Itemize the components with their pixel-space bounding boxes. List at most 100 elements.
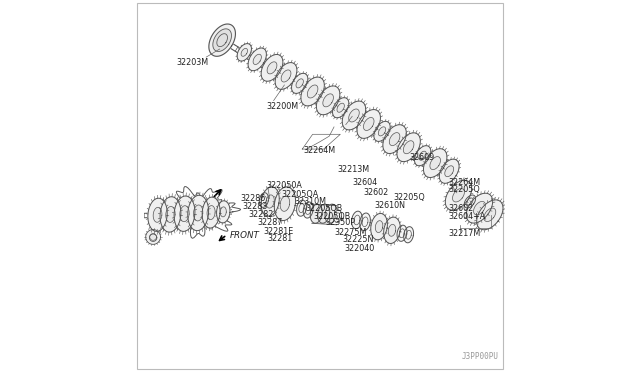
- Text: 32604: 32604: [352, 178, 377, 187]
- Polygon shape: [364, 118, 374, 131]
- Text: 32282: 32282: [248, 210, 273, 219]
- Polygon shape: [174, 196, 195, 231]
- Text: 32217M: 32217M: [449, 229, 481, 238]
- Polygon shape: [424, 149, 447, 177]
- Polygon shape: [146, 230, 161, 244]
- Text: 32286: 32286: [241, 195, 266, 203]
- Polygon shape: [180, 206, 189, 222]
- Polygon shape: [275, 62, 297, 89]
- Polygon shape: [266, 195, 275, 208]
- Polygon shape: [261, 187, 279, 216]
- Polygon shape: [375, 221, 383, 232]
- Polygon shape: [334, 210, 342, 222]
- Polygon shape: [216, 201, 230, 223]
- Polygon shape: [397, 133, 420, 161]
- Polygon shape: [374, 121, 390, 141]
- Polygon shape: [253, 54, 261, 64]
- Polygon shape: [484, 208, 496, 221]
- Text: J3PP00PU: J3PP00PU: [462, 352, 499, 361]
- Polygon shape: [213, 29, 232, 51]
- Polygon shape: [209, 24, 236, 56]
- Polygon shape: [317, 204, 330, 223]
- Polygon shape: [153, 207, 162, 222]
- Polygon shape: [337, 103, 344, 112]
- Text: 32275M: 32275M: [335, 228, 367, 237]
- Text: 32287: 32287: [257, 218, 283, 227]
- Text: FRONT: FRONT: [230, 231, 259, 240]
- Polygon shape: [404, 227, 413, 243]
- Polygon shape: [477, 200, 503, 230]
- Polygon shape: [383, 125, 406, 154]
- Polygon shape: [383, 217, 401, 243]
- Text: 32310M: 32310M: [294, 198, 326, 206]
- Text: 32205Q: 32205Q: [449, 185, 480, 194]
- Polygon shape: [248, 48, 266, 71]
- Polygon shape: [323, 94, 333, 107]
- Text: 32604+A: 32604+A: [449, 212, 486, 221]
- Polygon shape: [445, 180, 472, 210]
- Text: 322040: 322040: [344, 244, 374, 253]
- Polygon shape: [275, 187, 296, 221]
- Polygon shape: [148, 198, 167, 231]
- Polygon shape: [149, 234, 157, 241]
- Polygon shape: [280, 196, 290, 211]
- Text: 32602: 32602: [449, 204, 474, 214]
- Polygon shape: [325, 204, 337, 223]
- Text: 32281E: 32281E: [264, 227, 294, 235]
- Polygon shape: [237, 44, 252, 61]
- Polygon shape: [150, 234, 156, 240]
- Text: 32350P: 32350P: [326, 218, 356, 227]
- Polygon shape: [188, 195, 209, 231]
- Polygon shape: [267, 62, 277, 74]
- Polygon shape: [371, 214, 387, 240]
- Polygon shape: [464, 195, 476, 208]
- Polygon shape: [296, 200, 307, 216]
- Polygon shape: [357, 110, 380, 138]
- Polygon shape: [419, 151, 426, 160]
- Text: 32205QA: 32205QA: [281, 190, 319, 199]
- Text: 32225N: 32225N: [342, 235, 374, 244]
- Polygon shape: [378, 127, 386, 136]
- Polygon shape: [310, 204, 323, 223]
- Polygon shape: [261, 54, 283, 81]
- Text: 32205QB: 32205QB: [314, 212, 351, 221]
- Text: 32213M: 32213M: [338, 165, 370, 174]
- Polygon shape: [281, 70, 291, 82]
- Text: 32200M: 32200M: [266, 102, 299, 111]
- Polygon shape: [207, 206, 215, 219]
- Polygon shape: [259, 193, 268, 207]
- Text: 32264M: 32264M: [303, 147, 335, 155]
- Polygon shape: [351, 211, 362, 229]
- Text: 32264M: 32264M: [449, 178, 481, 187]
- Polygon shape: [415, 146, 431, 166]
- Text: 32205Q: 32205Q: [394, 193, 426, 202]
- Polygon shape: [333, 98, 349, 118]
- Text: 32203M: 32203M: [177, 58, 209, 67]
- Polygon shape: [445, 166, 454, 177]
- Polygon shape: [160, 197, 181, 232]
- Polygon shape: [193, 205, 203, 221]
- Polygon shape: [166, 206, 175, 222]
- Polygon shape: [430, 157, 440, 170]
- Polygon shape: [307, 85, 318, 98]
- Text: 32602: 32602: [363, 188, 388, 197]
- Polygon shape: [474, 202, 485, 215]
- Polygon shape: [397, 225, 407, 241]
- Polygon shape: [241, 48, 248, 56]
- Polygon shape: [220, 207, 227, 217]
- Polygon shape: [388, 224, 396, 236]
- Polygon shape: [440, 159, 459, 183]
- Text: 32283: 32283: [243, 202, 268, 211]
- Polygon shape: [292, 73, 308, 93]
- Polygon shape: [452, 189, 465, 202]
- Polygon shape: [301, 77, 324, 106]
- Text: 322050A: 322050A: [266, 182, 302, 190]
- Text: 32205QB: 32205QB: [305, 204, 342, 214]
- Polygon shape: [202, 197, 220, 228]
- Polygon shape: [349, 109, 359, 122]
- Polygon shape: [360, 213, 371, 231]
- Polygon shape: [316, 86, 340, 115]
- Text: 32281: 32281: [268, 234, 293, 243]
- Text: 32610N: 32610N: [374, 201, 406, 210]
- Polygon shape: [342, 101, 365, 130]
